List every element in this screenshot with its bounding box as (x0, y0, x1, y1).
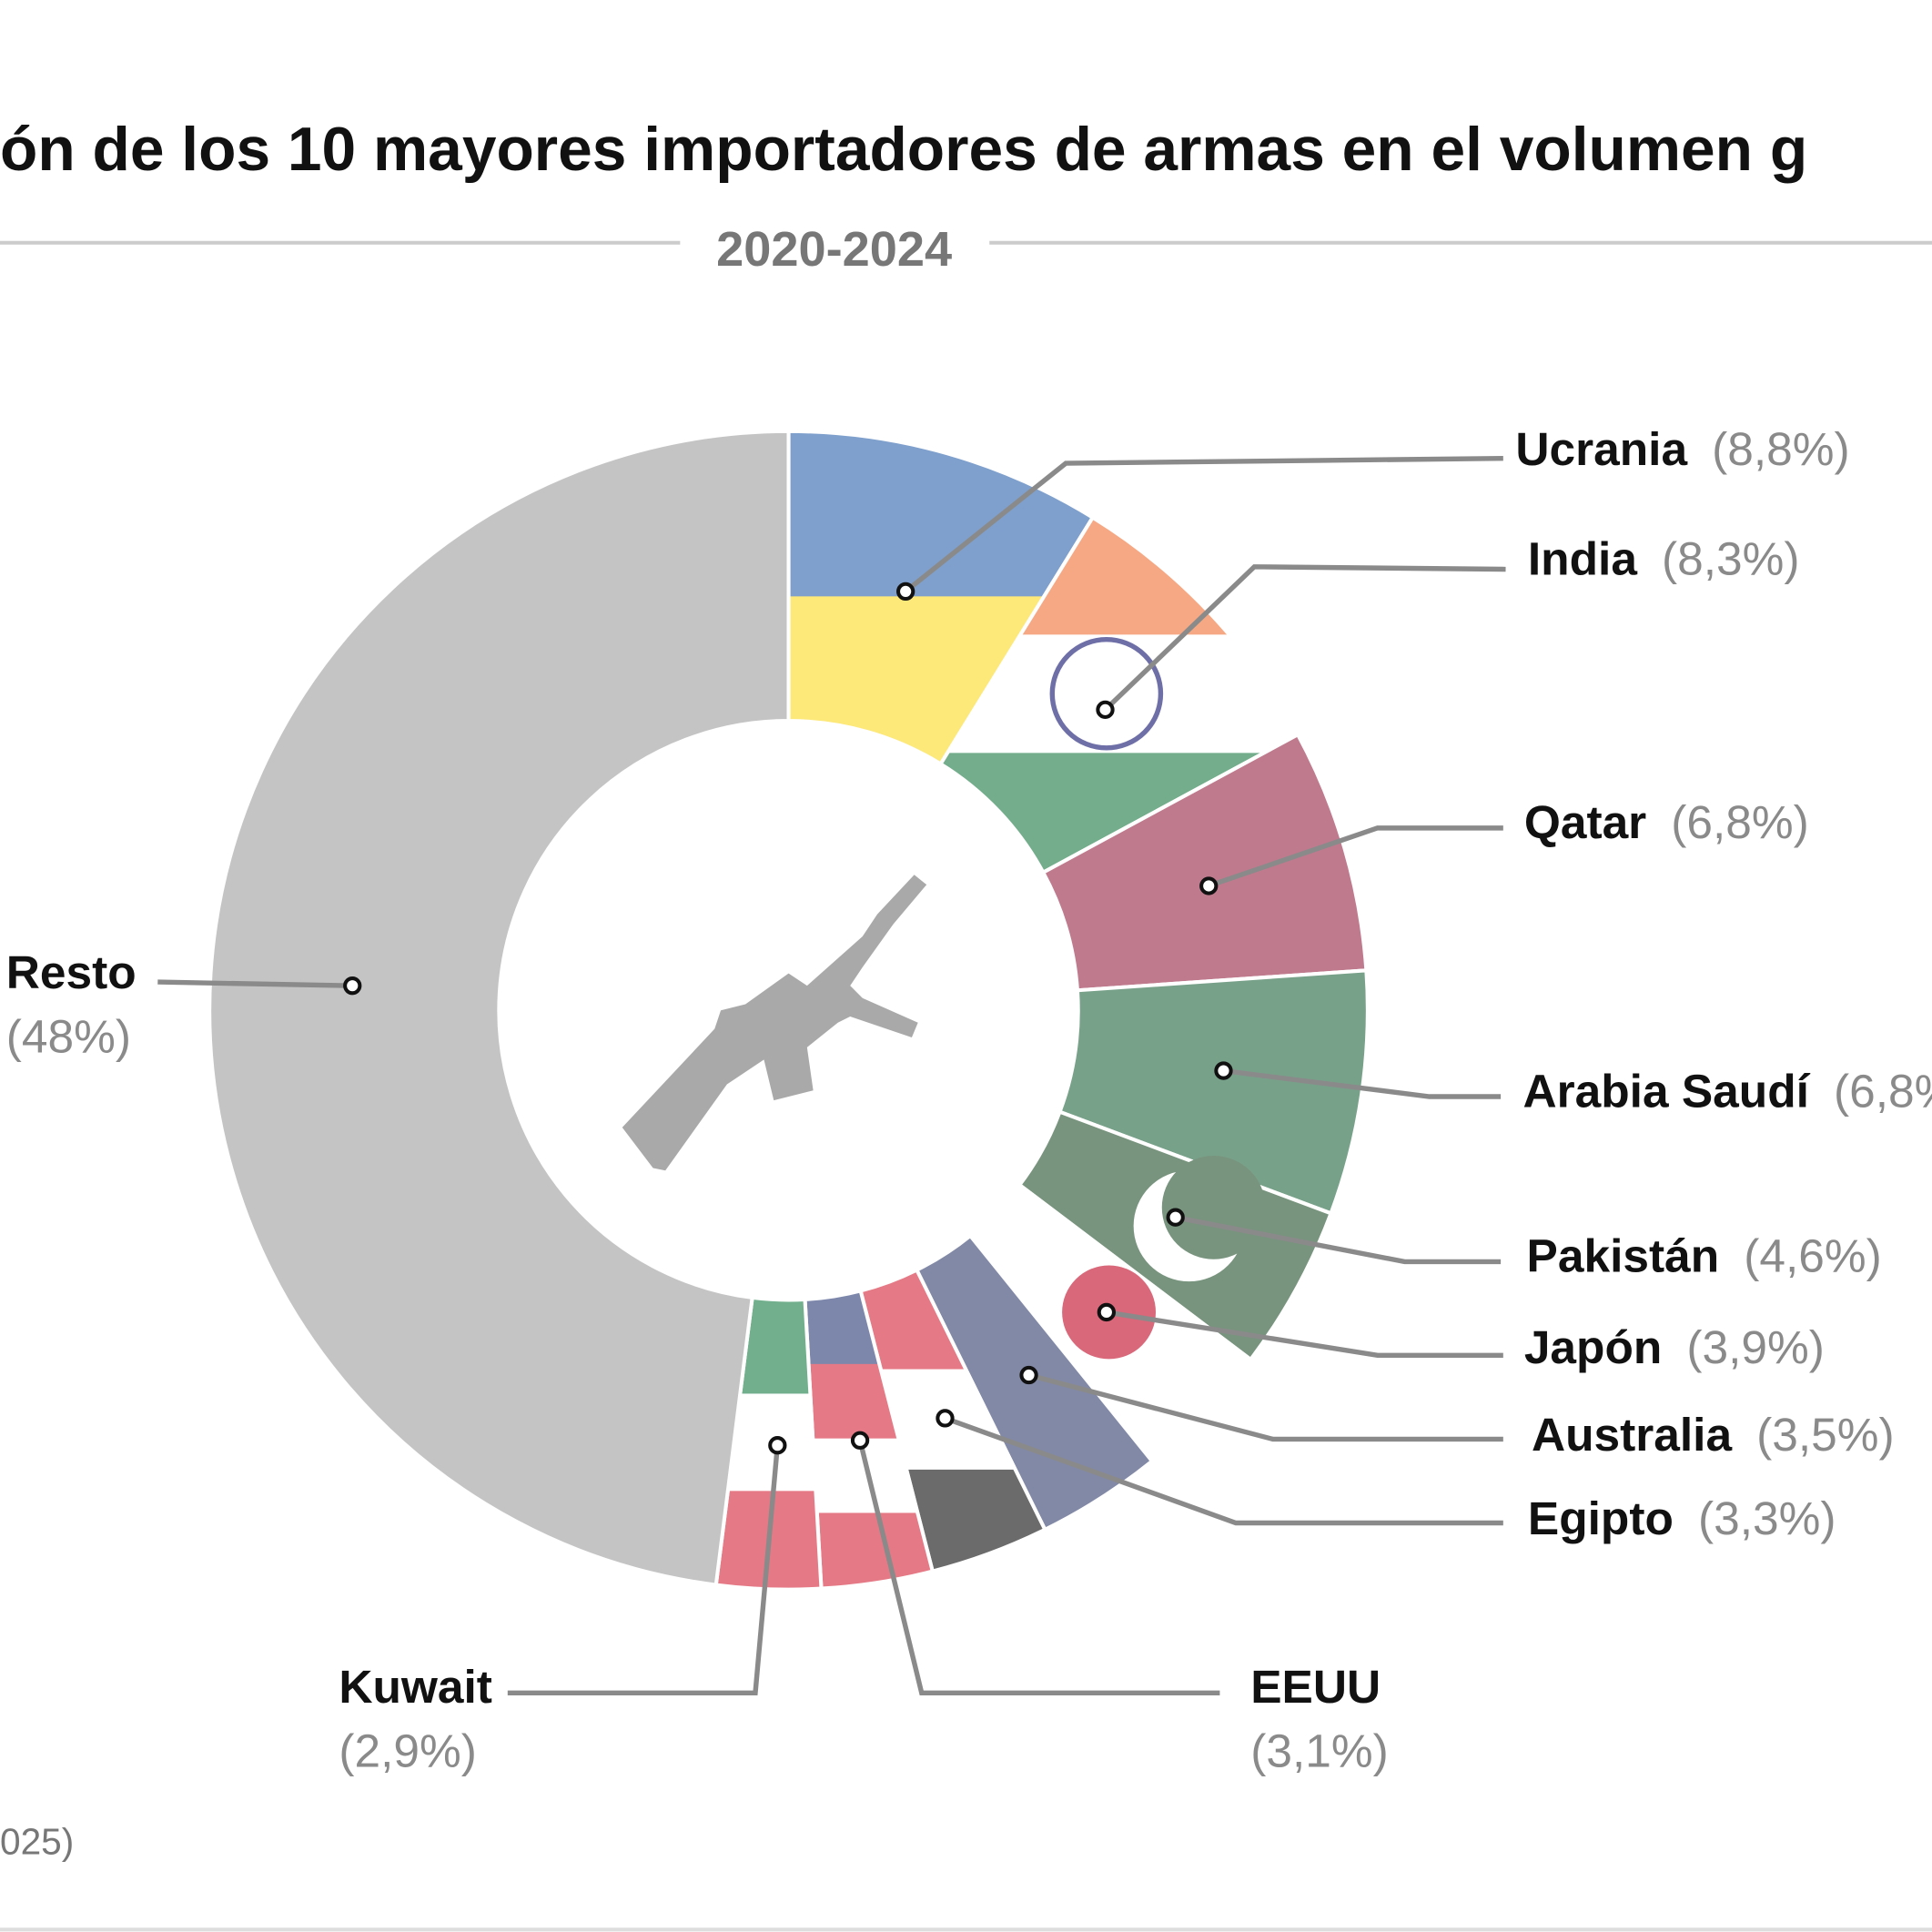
category-label: Arabia Saudí (1522, 1064, 1810, 1117)
value-label: (3,3%) (1698, 1492, 1836, 1544)
slice-label: Qatar (6,8%) (1524, 795, 1809, 848)
category-label: Pakistán (1527, 1229, 1720, 1281)
value-label: (8,8%) (1712, 421, 1850, 474)
slice-label: Ucrania (8,8%) (1515, 421, 1849, 474)
source: 025) (0, 1821, 74, 1863)
labels: Ucrania (8,8%)India (8,3%)Qatar (6,8%)Arabi… (6, 421, 1932, 1776)
slice-label: Egipto (3,3%) (1528, 1492, 1836, 1544)
value-label: (3,1%) (1250, 1725, 1389, 1777)
leader-dot (768, 1436, 787, 1455)
chart-title: ón de los 10 mayores importadores de arm… (0, 116, 1807, 184)
value-label: (6,8%) (1834, 1064, 1932, 1117)
leader-dot (1166, 1208, 1185, 1227)
leader-dot (896, 582, 915, 602)
slice (786, 429, 1096, 767)
slice-label: Japón (3,9%) (1524, 1320, 1825, 1373)
category-label: Australia (1532, 1408, 1733, 1461)
slice-label: Pakistán (4,6%) (1527, 1229, 1882, 1281)
value-label: (3,5%) (1756, 1408, 1894, 1461)
leader-line (904, 455, 1503, 594)
leader-line (507, 1444, 781, 1696)
value-label: (48%) (6, 1009, 131, 1062)
leader-dot (1096, 700, 1115, 720)
leader-dot (850, 1431, 870, 1450)
category-label: Qatar (1524, 795, 1646, 848)
leader-line (1175, 1215, 1502, 1265)
category-label: Japón (1524, 1320, 1662, 1373)
value-label: (8,3%) (1662, 531, 1800, 584)
category-label: Kuwait (339, 1660, 492, 1713)
value-label: (4,6%) (1744, 1229, 1882, 1281)
pakistan-crescent-cut (1161, 1156, 1266, 1259)
leader-line (944, 1415, 1503, 1526)
leader-line (1103, 564, 1506, 712)
leader-dot (936, 1409, 955, 1428)
category-label: Resto (6, 946, 137, 998)
slice-label: Arabia Saudí (6,8%) (1522, 1064, 1932, 1117)
india-chakra (1049, 636, 1164, 751)
chart-subtitle: 2020-2024 (716, 222, 952, 277)
category-label: India (1528, 531, 1637, 584)
leader-dot (1097, 1302, 1117, 1322)
leader-dot (1019, 1365, 1038, 1385)
leader-line (1223, 1067, 1502, 1099)
leader-dot (1214, 1061, 1233, 1080)
category-label: EEUU (1250, 1660, 1381, 1713)
slice (207, 429, 791, 1587)
slice-label: Australia (3,5%) (1532, 1408, 1895, 1461)
category-label: Egipto (1528, 1492, 1674, 1544)
slice-label: India (8,3%) (1528, 531, 1800, 584)
leader-line (1106, 1310, 1503, 1359)
leader-line (1208, 825, 1503, 889)
category-label: Ucrania (1515, 421, 1687, 474)
value-label: (3,9%) (1686, 1320, 1825, 1373)
leader-line (857, 1440, 1220, 1696)
leader-line (1027, 1372, 1503, 1442)
leader-line (157, 979, 353, 988)
value-label: (6,8%) (1671, 795, 1809, 848)
leader-dot (1199, 876, 1219, 895)
leader-dot (343, 976, 362, 996)
value-label: (2,9%) (339, 1725, 477, 1777)
flag-band (788, 430, 1093, 600)
rifle-icon (622, 875, 927, 1171)
